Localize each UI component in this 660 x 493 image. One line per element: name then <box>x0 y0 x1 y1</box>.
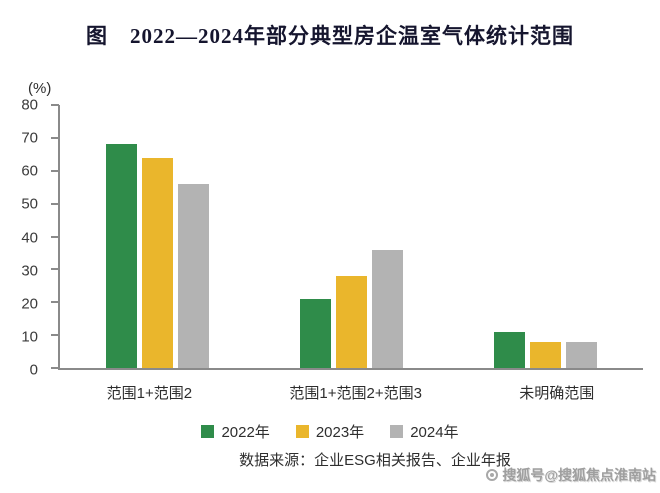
bar-group <box>494 105 598 368</box>
bar-2024年 <box>177 183 209 368</box>
legend-item: 2024年 <box>390 421 459 442</box>
x-category-label: 范围1+范围2 <box>106 385 193 402</box>
plot-area <box>51 104 643 370</box>
data-source-text: 数据来源：企业ESG相关报告、企业年报 <box>239 452 511 469</box>
y-tick-label: 20 <box>21 295 38 313</box>
y-tick-label: 0 <box>29 361 38 379</box>
y-tick-mark <box>51 268 59 271</box>
y-tick-mark <box>51 301 59 304</box>
y-tick-label: 10 <box>21 328 38 346</box>
bar-2024年 <box>371 249 403 368</box>
x-category-label: 范围1+范围2+范围3 <box>289 385 422 402</box>
legend-item: 2022年 <box>201 421 270 442</box>
bar-group <box>105 105 209 368</box>
legend-swatch <box>201 425 215 438</box>
legend-swatch <box>390 425 404 438</box>
legend-item: 2023年 <box>295 421 365 442</box>
bar-2022年 <box>105 144 137 368</box>
y-tick-label: 50 <box>21 195 38 213</box>
sohu-logo-icon <box>486 469 499 481</box>
legend-label: 2024年 <box>410 424 459 441</box>
chart-legend: 2022年 2023年 2024年 <box>0 421 660 442</box>
y-tick-mark <box>51 367 59 369</box>
x-category-label: 未明确范围 <box>519 385 595 402</box>
watermark-text: 搜狐号@搜狐焦点淮南站 <box>502 467 656 483</box>
bar-2022年 <box>494 331 526 368</box>
y-tick-label: 40 <box>21 229 38 246</box>
bar-2024年 <box>566 341 598 368</box>
bar-group <box>299 105 403 368</box>
y-tick-label: 70 <box>21 129 38 147</box>
bar-groups <box>60 105 643 368</box>
bar-2023年 <box>530 341 562 368</box>
bar-2022年 <box>299 298 331 368</box>
y-tick-label: 60 <box>21 162 38 180</box>
y-tick-mark <box>51 104 59 106</box>
y-axis-ticks: 0 10 20 30 40 50 60 70 80 <box>0 97 50 379</box>
bar-2023年 <box>335 275 367 368</box>
y-tick-mark <box>51 136 59 139</box>
x-axis-labels: 范围1+范围2 范围1+范围2+范围3 未明确范围 <box>58 382 643 403</box>
chart-title: 图 2022—2024年部分典型房企温室气体统计范围 <box>86 24 574 48</box>
bar-2023年 <box>141 157 173 368</box>
y-tick-mark <box>51 334 59 337</box>
y-tick-mark <box>51 202 59 205</box>
y-tick-mark <box>51 235 59 238</box>
y-tick-label: 80 <box>21 96 38 114</box>
sohu-watermark: 搜狐号@搜狐焦点淮南站 <box>486 465 656 485</box>
y-tick-label: 30 <box>21 262 38 280</box>
legend-label: 2023年 <box>315 424 365 441</box>
legend-swatch <box>295 425 309 438</box>
y-tick-mark <box>51 169 59 172</box>
legend-label: 2022年 <box>221 424 270 441</box>
y-axis-unit-label: (%) <box>28 80 52 97</box>
